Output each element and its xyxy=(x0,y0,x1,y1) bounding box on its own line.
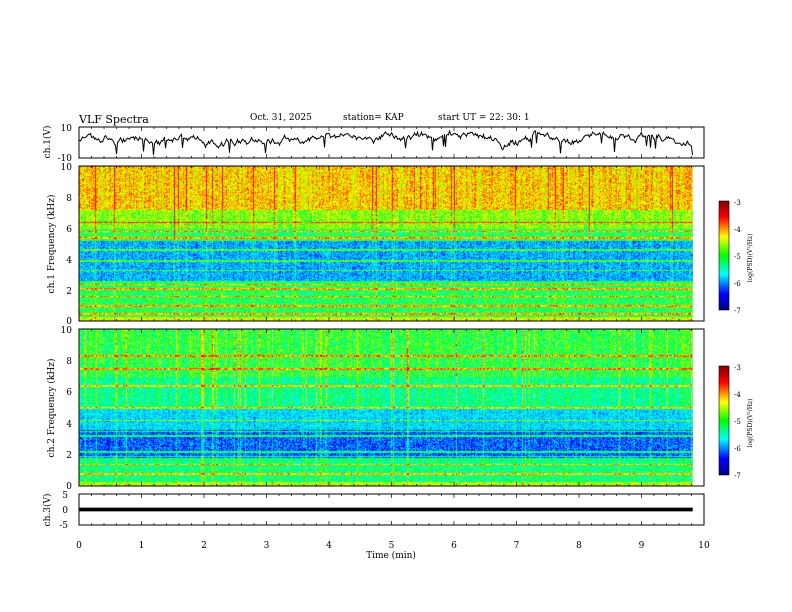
colorbar-ch2-label: log(PSD)(V²/Hz) xyxy=(747,399,754,448)
xtick-1: 1 xyxy=(139,541,145,551)
ch3-waveform-panel: 5 0 -5 ch.3(V) xyxy=(42,491,705,531)
ch1-waveform-ticks xyxy=(78,127,705,158)
ch1-waveform-ylabel: ch.1(V) xyxy=(42,126,53,159)
cb1-tick-4: -4 xyxy=(734,226,741,234)
ch1-ytick-6: 6 xyxy=(66,225,72,235)
cb1-tick-5: -5 xyxy=(734,253,741,261)
cb2-tick-4: -4 xyxy=(734,391,741,399)
xtick-7: 7 xyxy=(514,541,520,551)
ch2-spectrogram-ticks xyxy=(78,329,705,486)
colorbar-ch1-gradient xyxy=(718,200,730,311)
ch3-ytick-0: 0 xyxy=(62,506,68,516)
xtick-2: 2 xyxy=(201,541,207,551)
ch1-spectrogram-panel: 0 2 4 6 8 10 ch.1 Frequency (kHz) xyxy=(46,163,705,327)
xtick-8: 8 xyxy=(576,541,582,551)
ch2-spectrogram-image xyxy=(79,329,693,486)
figure-title: VLF Spectra xyxy=(79,113,149,126)
cb2-tick-7: -7 xyxy=(734,472,741,480)
ch3-ytick-neg5: -5 xyxy=(59,521,68,531)
ch3-waveform-ylabel: ch.3(V) xyxy=(42,494,53,527)
colorbar-ch2: -3 -4 -5 -6 -7 log(PSD)(V²/Hz) xyxy=(718,364,754,480)
station-label: station= KAP xyxy=(343,113,404,123)
colorbar-ch2-gradient xyxy=(718,365,730,476)
ch3-waveform-ticks xyxy=(78,494,705,525)
ch1-ytick-top: 10 xyxy=(61,124,73,134)
ch1-spectrogram-ylabel: ch.1 Frequency (kHz) xyxy=(46,195,57,294)
ch1-spectrogram-ticks xyxy=(78,166,705,321)
time-axis: 0 1 2 3 4 5 6 7 8 9 10 Time (min) xyxy=(76,541,710,561)
ch3-ytick-5: 5 xyxy=(62,491,68,501)
ch1-ytick-2: 2 xyxy=(66,287,72,297)
cb2-tick-5: -5 xyxy=(734,418,741,426)
xtick-10: 10 xyxy=(698,541,710,551)
ch2-ytick-6: 6 xyxy=(66,388,72,398)
xtick-5: 5 xyxy=(389,541,395,551)
xtick-9: 9 xyxy=(639,541,645,551)
cb2-tick-6: -6 xyxy=(734,445,741,453)
ch2-ytick-4: 4 xyxy=(66,420,72,430)
ch2-spectrogram-panel: 0 2 4 6 8 10 ch.2 Frequency (kHz) xyxy=(46,326,705,492)
time-axis-label: Time (min) xyxy=(366,550,416,561)
ch2-ytick-10: 10 xyxy=(61,326,73,336)
ch1-ytick-0: 0 xyxy=(66,317,72,327)
ch2-ytick-8: 8 xyxy=(66,357,72,367)
recording-date: Oct. 31, 2025 xyxy=(250,113,312,123)
ch1-ytick-4: 4 xyxy=(66,256,72,266)
ch1-spectrogram-image xyxy=(79,166,693,321)
xtick-6: 6 xyxy=(451,541,457,551)
ch3-waveform-band xyxy=(79,507,693,512)
ch1-ytick-bottom: -10 xyxy=(58,154,73,164)
ch1-ytick-8: 8 xyxy=(66,194,72,204)
colorbar-ch1-label: log(PSD)(V²/Hz) xyxy=(747,234,754,283)
ch2-ytick-2: 2 xyxy=(66,451,72,461)
xtick-0: 0 xyxy=(76,541,82,551)
cb1-tick-7: -7 xyxy=(734,307,741,315)
xtick-3: 3 xyxy=(264,541,270,551)
start-time-label: start UT = 22: 30: 1 xyxy=(438,113,530,123)
ch2-ytick-0: 0 xyxy=(66,482,72,492)
colorbar-ch1: -3 -4 -5 -6 -7 log(PSD)(V²/Hz) xyxy=(718,199,754,315)
ch1-waveform-panel: 10 -10 ch.1(V) xyxy=(42,124,705,164)
cb1-tick-3: -3 xyxy=(734,199,741,207)
xtick-4: 4 xyxy=(326,541,332,551)
ch2-spectrogram-ylabel: ch.2 Frequency (kHz) xyxy=(46,359,57,458)
ch1-ytick-10: 10 xyxy=(61,163,73,173)
cb1-tick-6: -6 xyxy=(734,280,741,288)
cb2-tick-3: -3 xyxy=(734,364,741,372)
ch1-waveform-line xyxy=(79,129,693,155)
